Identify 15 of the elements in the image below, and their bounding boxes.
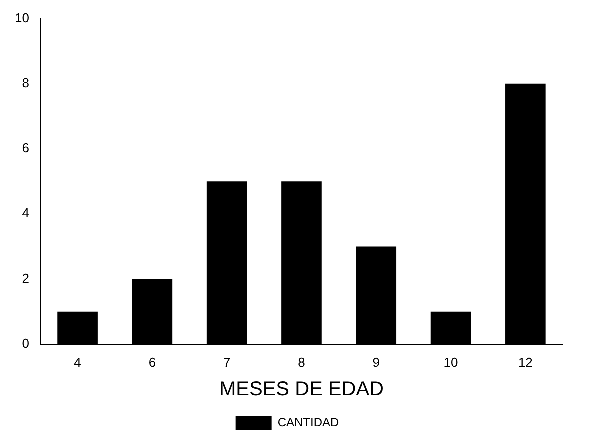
x-tick-label: 9: [372, 354, 380, 370]
y-tick-label: 6: [22, 140, 30, 156]
x-tick-label: 10: [444, 354, 458, 370]
legend-label: CANTIDAD: [278, 415, 340, 430]
x-axis-title: MESES DE EDAD: [219, 378, 384, 401]
x-tick-label: 8: [298, 354, 306, 370]
y-tick-label: 2: [22, 270, 30, 286]
x-tick-label: 6: [148, 354, 156, 370]
x-tick-label: 7: [223, 354, 231, 370]
x-tick-label: 12: [518, 354, 533, 370]
y-tick-label: 4: [22, 206, 30, 221]
x-tick-label: 4: [74, 354, 82, 370]
y-tick-label: 10: [14, 10, 30, 26]
y-tick-label: 8: [22, 76, 30, 90]
y-tick-label: 0: [22, 336, 30, 351]
